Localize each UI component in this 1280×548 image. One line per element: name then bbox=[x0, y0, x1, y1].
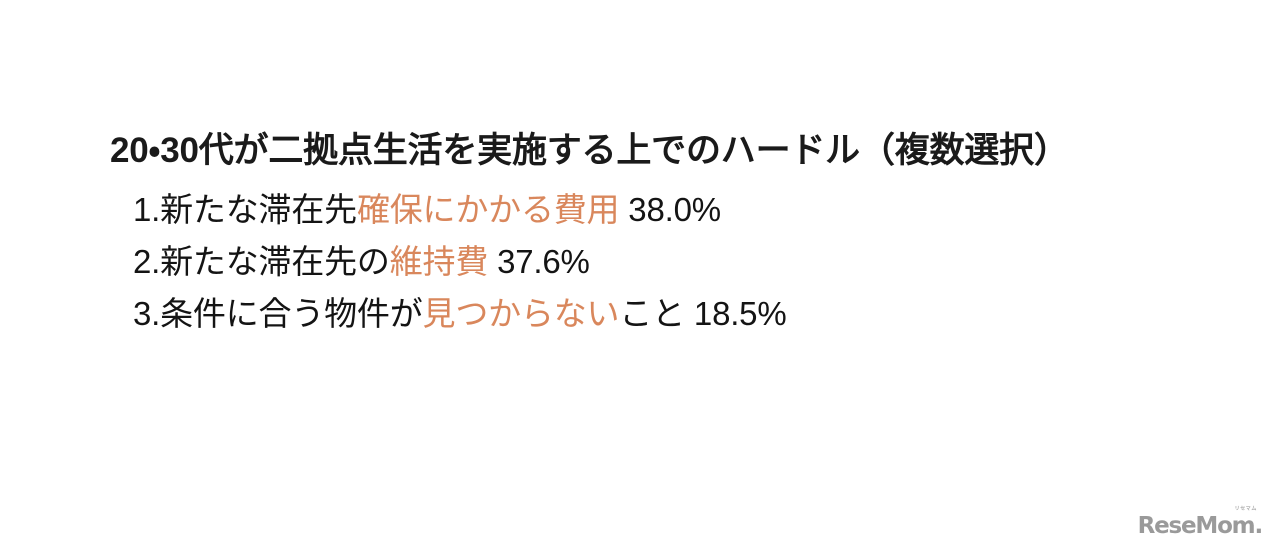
logo-wordmark-text: ReseMom. bbox=[1137, 513, 1264, 539]
logo-kana-text: リセマム bbox=[1234, 506, 1257, 512]
logo-inner: リセマム ReseMom. bbox=[1137, 507, 1264, 539]
rank-label-prefix: 条件に合う物件が bbox=[160, 295, 423, 332]
rank-number: 3. bbox=[133, 295, 161, 332]
resemom-logo: リセマム ReseMom. bbox=[1138, 504, 1264, 538]
page-title: 20・30代が二拠点生活を実施する上でのハードル（複数選択） bbox=[110, 131, 1069, 171]
rank-value: こと 18.5% bbox=[619, 295, 787, 332]
rank-number: 1. bbox=[133, 191, 161, 228]
rank-label-prefix: 新たな滞在先の bbox=[160, 243, 390, 280]
rank-value: 37.6% bbox=[488, 243, 590, 280]
rank-number: 2. bbox=[133, 243, 161, 280]
rank-value: 38.0% bbox=[619, 191, 721, 228]
rank-label-highlight: 見つからない bbox=[422, 295, 620, 332]
list-item: 1.新たな滞在先確保にかかる費用 38.0% bbox=[133, 184, 1133, 236]
ranking-list: 1.新たな滞在先確保にかかる費用 38.0% 2.新たな滞在先の維持費 37.6… bbox=[133, 184, 1133, 340]
rank-label-highlight: 維持費 bbox=[389, 243, 489, 280]
rank-label-prefix: 新たな滞在先 bbox=[160, 191, 357, 228]
rank-label-highlight: 確保にかかる費用 bbox=[356, 191, 620, 228]
list-item: 3.条件に合う物件が見つからないこと 18.5% bbox=[133, 288, 1133, 340]
list-item: 2.新たな滞在先の維持費 37.6% bbox=[133, 236, 1133, 288]
